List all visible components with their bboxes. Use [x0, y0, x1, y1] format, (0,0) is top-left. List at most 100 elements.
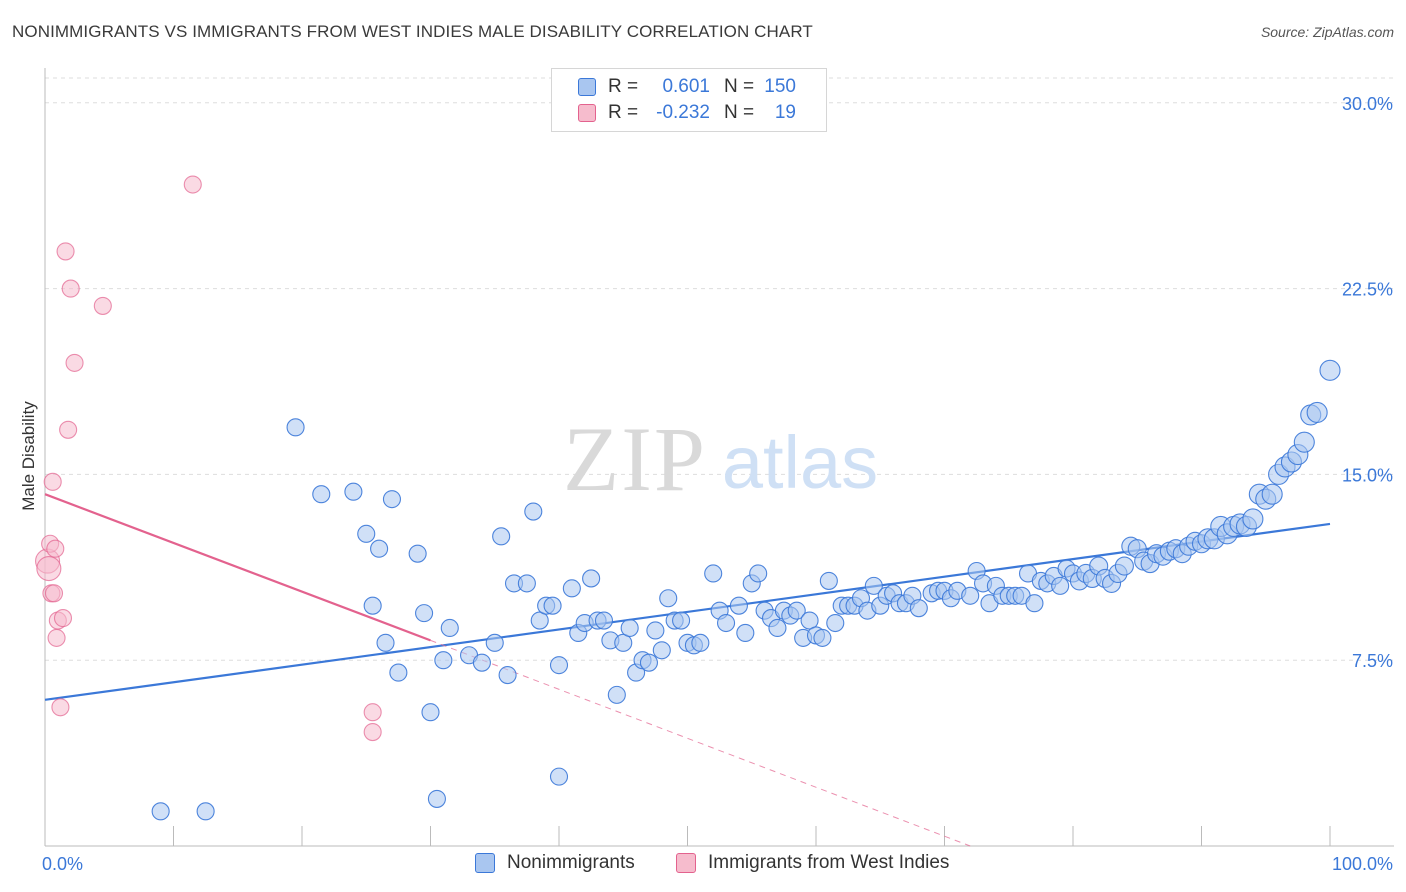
- y-axis-label: Male Disability: [19, 401, 38, 511]
- point-nonimmigrants: [1306, 401, 1328, 424]
- point-west-indies: [65, 353, 84, 372]
- legend-r-label: R =: [608, 102, 639, 123]
- trend-line-west-indies-extension: [430, 639, 971, 847]
- x-tick-label: 0.0%: [42, 854, 83, 874]
- point-nonimmigrants: [357, 524, 376, 543]
- legend-n-label: N =: [724, 102, 755, 123]
- y-tick-label: 7.5%: [1352, 651, 1393, 671]
- point-nonimmigrants: [1025, 594, 1044, 613]
- point-nonimmigrants: [1319, 359, 1341, 381]
- point-west-indies: [36, 555, 62, 582]
- point-nonimmigrants: [659, 589, 678, 608]
- point-nonimmigrants: [594, 611, 614, 630]
- legend-item-west-indies: Immigrants from West Indies: [676, 852, 949, 874]
- point-nonimmigrants: [736, 623, 755, 642]
- point-west-indies: [53, 609, 73, 628]
- point-nonimmigrants: [607, 685, 626, 704]
- legend-n-value: 19: [774, 102, 796, 123]
- legend-item-nonimmigrants: Nonimmigrants: [475, 852, 635, 874]
- point-nonimmigrants: [1293, 431, 1315, 453]
- stats-legend: R = 0.601 N = 150 R = -0.232 N = 19: [551, 68, 827, 132]
- point-nonimmigrants: [909, 599, 928, 618]
- trend-line-west-indies: [44, 493, 431, 642]
- point-nonimmigrants: [646, 621, 665, 640]
- source-label: Source: ZipAtlas.com: [1260, 24, 1394, 40]
- point-nonimmigrants: [492, 527, 511, 546]
- legend-swatch-blue: [578, 78, 596, 96]
- watermark-atlas: atlas: [722, 421, 878, 504]
- point-west-indies: [44, 584, 64, 603]
- point-nonimmigrants: [691, 633, 710, 652]
- point-west-indies: [47, 628, 66, 647]
- legend-swatch-pink: [578, 104, 596, 122]
- point-nonimmigrants: [344, 482, 363, 501]
- point-nonimmigrants: [549, 767, 569, 786]
- point-nonimmigrants: [819, 571, 838, 590]
- point-nonimmigrants: [312, 485, 331, 504]
- point-nonimmigrants: [440, 618, 459, 638]
- trend-lines: [44, 493, 1331, 847]
- point-nonimmigrants: [582, 569, 601, 588]
- legend-swatch-blue: [475, 853, 495, 873]
- point-west-indies: [43, 472, 62, 491]
- point-nonimmigrants: [415, 604, 434, 623]
- point-west-indies: [56, 242, 75, 261]
- point-nonimmigrants: [286, 418, 305, 437]
- legend-row-west-indies: R = -0.232 N = 19: [578, 101, 796, 125]
- point-west-indies: [51, 698, 70, 717]
- point-nonimmigrants: [376, 633, 395, 652]
- point-nonimmigrants: [472, 653, 491, 672]
- point-west-indies: [61, 279, 80, 298]
- legend-row-nonimmigrants: R = 0.601 N = 150: [578, 75, 796, 99]
- tick-labels: 7.5% 15.0% 22.5% 30.0% 0.0% 100.0%: [42, 94, 1393, 874]
- point-nonimmigrants: [826, 613, 845, 633]
- trend-line-nonimmigrants: [44, 522, 1331, 701]
- watermark-zip: ZIP: [563, 408, 707, 510]
- point-nonimmigrants: [716, 613, 736, 633]
- point-nonimmigrants: [196, 802, 215, 821]
- series-legend: Nonimmigrants Immigrants from West Indie…: [0, 852, 1406, 876]
- y-tick-label: 15.0%: [1342, 465, 1393, 485]
- point-nonimmigrants: [1242, 508, 1264, 530]
- x-tick-label: 100.0%: [1332, 854, 1393, 874]
- point-west-indies: [93, 296, 112, 315]
- legend-label-nonimmigrants: Nonimmigrants: [507, 852, 635, 873]
- west-indies-points: [35, 175, 382, 742]
- point-nonimmigrants: [434, 651, 453, 670]
- legend-r-value: -0.232: [656, 102, 710, 123]
- point-west-indies: [183, 175, 202, 194]
- point-nonimmigrants: [151, 802, 170, 821]
- point-nonimmigrants: [864, 576, 883, 595]
- y-tick-label: 22.5%: [1342, 280, 1393, 300]
- legend-label-west-indies: Immigrants from West Indies: [708, 852, 950, 873]
- point-nonimmigrants: [1051, 576, 1070, 595]
- point-nonimmigrants: [1114, 556, 1134, 576]
- point-nonimmigrants: [639, 653, 659, 672]
- point-west-indies: [363, 722, 382, 742]
- point-nonimmigrants: [421, 703, 440, 722]
- legend-r-label: R =: [608, 76, 639, 97]
- point-nonimmigrants: [961, 586, 980, 605]
- point-nonimmigrants: [652, 641, 671, 660]
- point-nonimmigrants: [498, 666, 517, 685]
- axes: [44, 68, 1394, 847]
- point-west-indies: [363, 703, 382, 722]
- y-tick-label: 30.0%: [1342, 94, 1393, 114]
- legend-n-label: N =: [724, 76, 755, 97]
- point-nonimmigrants: [370, 539, 389, 558]
- point-nonimmigrants: [543, 596, 562, 615]
- point-nonimmigrants: [382, 490, 402, 509]
- legend-swatch-pink: [676, 853, 696, 873]
- point-nonimmigrants: [427, 789, 446, 808]
- point-nonimmigrants: [620, 618, 639, 638]
- point-nonimmigrants: [1261, 483, 1283, 505]
- point-nonimmigrants: [549, 656, 569, 675]
- point-nonimmigrants: [485, 633, 504, 652]
- point-nonimmigrants: [408, 544, 427, 563]
- point-nonimmigrants: [389, 663, 408, 682]
- point-nonimmigrants: [813, 628, 832, 647]
- point-nonimmigrants: [768, 618, 787, 638]
- point-west-indies: [46, 539, 65, 558]
- point-nonimmigrants: [749, 564, 768, 583]
